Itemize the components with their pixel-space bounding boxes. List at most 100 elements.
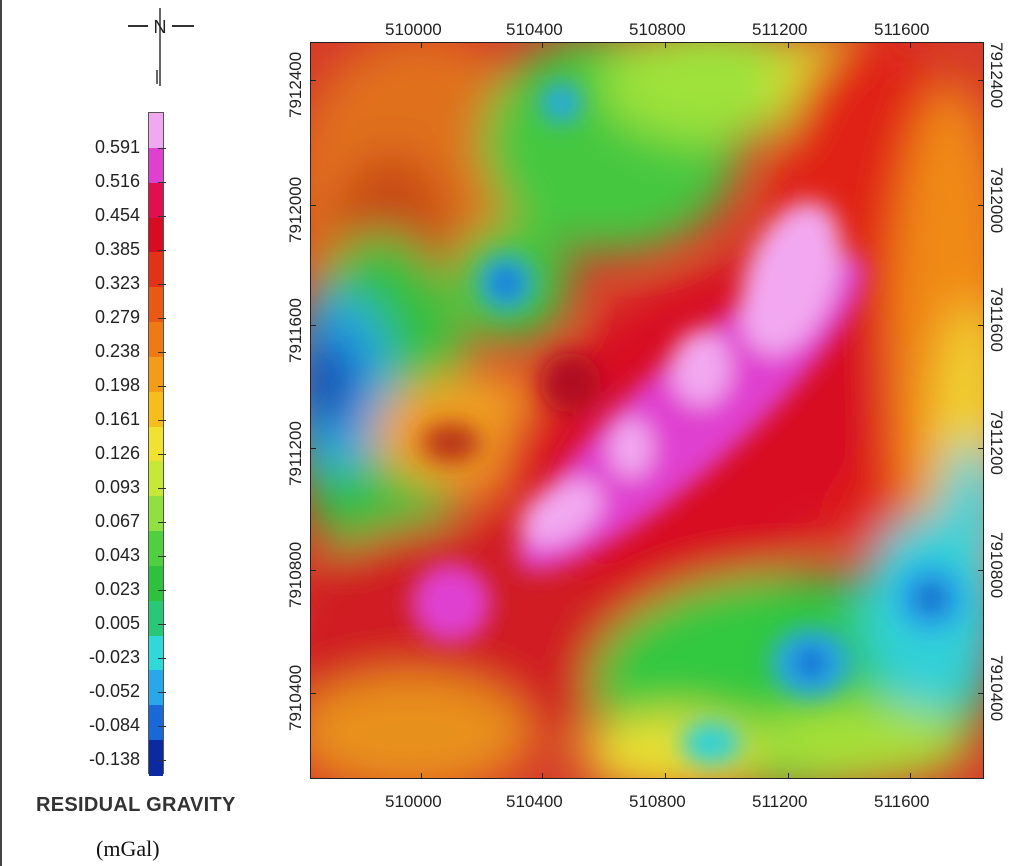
color-scale-segment [149, 496, 163, 533]
color-scale-segment [149, 252, 163, 289]
y-axis-tick-label-right: 7912400 [987, 42, 1006, 109]
color-scale-label: -0.138 [88, 749, 140, 769]
color-scale-label: 0.516 [94, 171, 140, 191]
x-axis-tick-mark [788, 773, 789, 779]
y-axis-tick-mark [978, 325, 984, 326]
color-scale-segment [149, 565, 163, 602]
y-axis-tick-label-left: 7911200 [286, 421, 305, 486]
x-axis-tick-mark [788, 42, 789, 48]
color-scale-label: 0.323 [94, 273, 140, 293]
color-scale-segment [149, 113, 163, 149]
color-scale-segment [149, 182, 163, 219]
color-scale-label: 0.454 [94, 205, 140, 225]
y-axis-tick-label-right: 7910400 [987, 655, 1006, 722]
color-scale-segment [149, 322, 163, 358]
color-scale-segment [149, 670, 163, 707]
y-axis-tick-mark [978, 693, 984, 694]
color-scale-segment [149, 531, 163, 567]
y-axis-tick-label-left: 7912400 [286, 51, 305, 118]
color-scale-segment [149, 705, 163, 742]
north-label: N [154, 17, 167, 37]
x-axis-tick-mark [665, 773, 666, 779]
color-scale-tick [158, 726, 166, 727]
left-frame-line [0, 0, 2, 866]
color-scale-label: 0.161 [94, 409, 140, 429]
y-axis-tick-mark [978, 448, 984, 449]
color-scale-segment [149, 287, 163, 324]
legend-unit: (mGal) [96, 836, 160, 861]
color-scale-tick [158, 352, 166, 353]
y-axis-tick-mark [978, 80, 984, 81]
color-scale-segment [149, 635, 163, 672]
color-scale-tick [158, 284, 166, 285]
x-axis-tick-mark [542, 773, 543, 779]
y-axis-tick-label-left: 7910800 [286, 541, 305, 608]
color-scale-tick [158, 318, 166, 319]
y-axis-tick-mark [978, 205, 984, 206]
y-axis-tick-mark [310, 570, 316, 571]
x-axis-tick-label-top: 511200 [752, 20, 808, 39]
y-axis-tick-mark [310, 448, 316, 449]
north-arrow: N [120, 8, 200, 88]
y-axis-tick-mark [310, 325, 316, 326]
color-scale-label: 0.238 [94, 341, 140, 361]
north-arrow-icon: N [128, 8, 194, 86]
color-scale-segment [149, 426, 163, 463]
x-axis-tick-mark [910, 42, 911, 48]
x-axis-tick-mark [542, 42, 543, 48]
color-scale-label: -0.084 [88, 715, 140, 735]
x-axis-tick-mark [421, 773, 422, 779]
y-axis-tick-label-left: 7910400 [286, 664, 305, 731]
x-axis-tick-label-bottom: 510000 [385, 792, 442, 811]
color-scale-tick [158, 658, 166, 659]
y-axis-tick-mark [310, 80, 316, 81]
color-scale-tick [158, 182, 166, 183]
x-axis-tick-label-bottom: 511200 [752, 792, 808, 811]
y-axis-tick-label-right: 7910800 [987, 532, 1006, 599]
y-axis-tick-mark [310, 693, 316, 694]
y-axis-tick-label-left: 7911600 [286, 298, 305, 363]
color-scale-tick [158, 148, 166, 149]
color-scale-label: -0.052 [88, 681, 140, 701]
x-axis-tick-mark [910, 773, 911, 779]
x-axis-tick-mark [665, 42, 666, 48]
color-scale-segment [149, 461, 163, 498]
color-scale-tick [158, 216, 166, 217]
color-scale-label: 0.067 [94, 511, 140, 531]
x-axis-tick-label-bottom: 510800 [629, 792, 686, 811]
x-axis-tick-mark [421, 42, 422, 48]
color-scale-tick [158, 386, 166, 387]
y-axis-tick-label-left: 7912000 [286, 176, 305, 243]
color-scale-segment [149, 217, 163, 254]
color-scale-label: 0.126 [94, 443, 140, 463]
color-scale-label: 0.005 [94, 613, 140, 633]
color-scale-tick [158, 454, 166, 455]
x-axis-tick-label-top: 510000 [385, 20, 442, 39]
x-axis-tick-label-bottom: 510400 [506, 792, 563, 811]
color-scale-tick [158, 250, 166, 251]
color-scale-tick [158, 760, 166, 761]
color-scale-tick [158, 692, 166, 693]
y-axis-tick-label-right: 7911600 [987, 287, 1006, 352]
y-axis-tick-label-right: 7912000 [987, 167, 1006, 234]
color-scale-tick [158, 556, 166, 557]
color-scale-label: -0.023 [88, 647, 140, 667]
color-scale-bar [148, 112, 164, 776]
residual-gravity-map [310, 42, 984, 779]
color-scale-tick [158, 590, 166, 591]
legend-title: RESIDUAL GRAVITY [36, 794, 236, 816]
x-axis-tick-label-top: 511600 [874, 20, 930, 39]
y-axis-tick-mark [310, 205, 316, 206]
color-scale-segment [149, 391, 163, 428]
color-scale-label: 0.093 [94, 477, 140, 497]
color-scale-label: 0.198 [94, 375, 140, 395]
x-axis-tick-label-top: 510800 [629, 20, 686, 39]
x-axis-tick-label-bottom: 511600 [874, 792, 930, 811]
gravity-anomaly-image [311, 43, 983, 778]
color-scale-label: 0.591 [94, 137, 140, 157]
color-scale-label: 0.279 [94, 307, 140, 327]
y-axis-tick-mark [978, 570, 984, 571]
color-scale-label: 0.023 [94, 579, 140, 599]
color-scale-tick [158, 488, 166, 489]
x-axis-tick-label-top: 510400 [506, 20, 563, 39]
